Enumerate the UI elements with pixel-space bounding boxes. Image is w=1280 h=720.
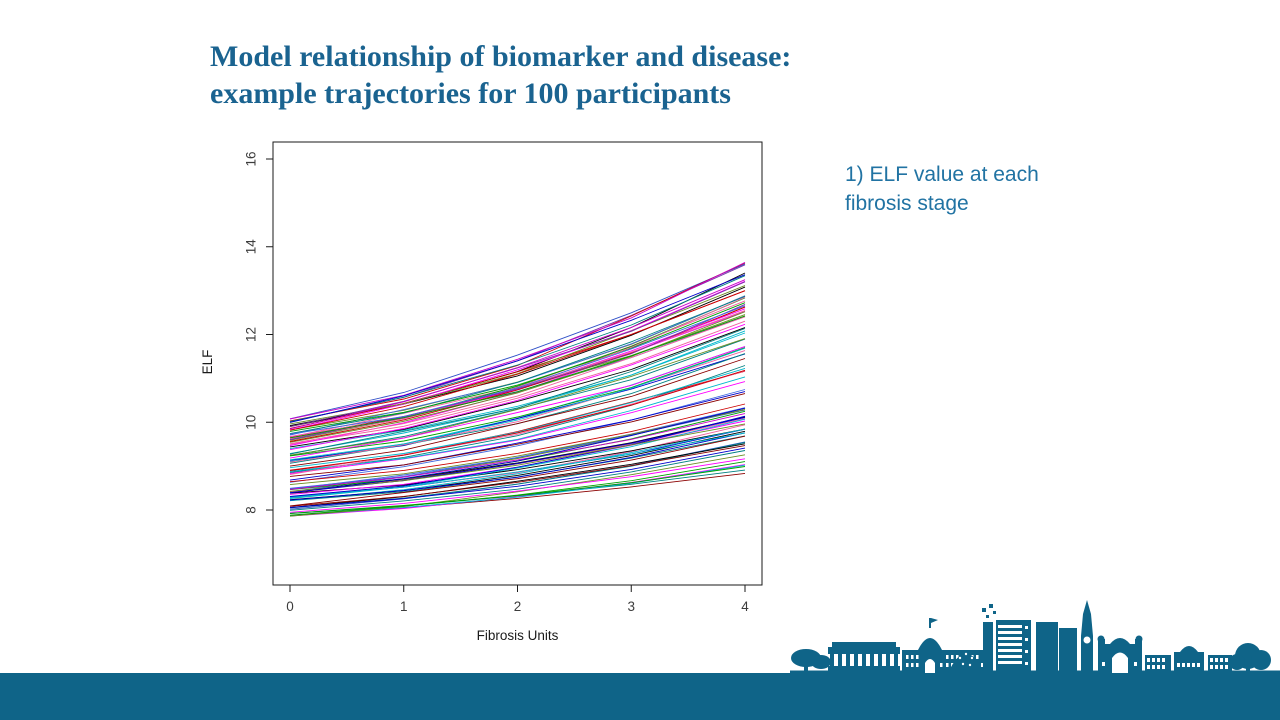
x-tick-label: 1 <box>400 599 408 614</box>
trajectory-line <box>289 323 746 451</box>
skyline-tree-right <box>1229 643 1271 673</box>
trajectory-line <box>289 369 746 471</box>
trajectory-line <box>289 389 746 483</box>
trajectory-line <box>289 316 746 445</box>
footer-bar <box>0 673 1280 720</box>
trajectory-line <box>289 466 746 514</box>
x-tick-label: 3 <box>627 599 635 614</box>
trajectory-line <box>289 350 746 463</box>
skyline-terrace-a <box>1145 655 1171 673</box>
trajectory-line <box>289 347 746 461</box>
skyline-pavilion <box>1174 646 1204 673</box>
skyline-terrace-b <box>1208 655 1232 673</box>
trajectory-line <box>289 261 746 420</box>
x-axis-label: Fibrosis Units <box>477 628 559 643</box>
trajectory-line <box>289 445 746 507</box>
trajectory-line <box>289 281 746 428</box>
trajectory-line <box>289 423 746 492</box>
trajectory-line <box>289 330 746 450</box>
skyline-chimney-tower <box>982 604 996 673</box>
x-tick-label: 2 <box>514 599 522 614</box>
x-tick-label: 0 <box>286 599 294 614</box>
trajectory-line <box>289 461 746 516</box>
trajectory-line <box>289 296 746 435</box>
trajectory-line <box>289 415 746 497</box>
trajectory-lines <box>289 261 746 517</box>
trajectory-line <box>289 458 746 513</box>
trajectory-line <box>289 370 746 476</box>
trajectory-line <box>289 376 746 472</box>
trajectory-line <box>289 464 746 517</box>
trajectory-line <box>289 381 746 474</box>
skyline-arched-hall <box>1097 635 1143 673</box>
y-tick-label: 10 <box>244 415 259 430</box>
trajectory-line <box>289 290 746 431</box>
trajectory-line <box>289 311 746 443</box>
y-tick-label: 12 <box>244 327 259 342</box>
trajectory-line <box>289 275 746 423</box>
skyline-tree-left <box>791 649 831 673</box>
trajectory-line <box>289 454 746 517</box>
trajectory-line <box>289 391 746 481</box>
slide-title-line1: Model relationship of biomarker and dise… <box>210 40 792 73</box>
elf-trajectory-chart: 0 1 2 3 4 8 10 12 14 16 Fibrosis Units ELF <box>195 130 785 670</box>
trajectory-line <box>289 432 746 499</box>
trajectory-line <box>289 320 746 445</box>
trajectory-line <box>289 443 746 509</box>
slide-title: Model relationship of biomarker and dise… <box>210 38 1030 112</box>
x-tick-label: 4 <box>741 599 749 614</box>
trajectory-line <box>289 435 746 507</box>
trajectory-line <box>289 315 746 439</box>
skyline-silhouette <box>790 600 1280 673</box>
trajectory-line <box>289 403 746 483</box>
skyline-town-hall <box>828 642 900 673</box>
trajectory-line <box>289 263 746 420</box>
trajectory-line <box>289 393 746 477</box>
y-tick-label: 8 <box>244 506 259 514</box>
y-tick-label: 16 <box>244 151 259 166</box>
trajectory-line <box>289 413 746 490</box>
y-axis-label: ELF <box>200 350 215 375</box>
trajectory-line <box>289 432 746 501</box>
trajectory-line <box>289 305 746 435</box>
trajectory-line <box>289 347 746 457</box>
slide-title-line2: example trajectories for 100 participant… <box>210 77 731 110</box>
trajectory-line <box>289 274 746 423</box>
skyline-selfridges-dome <box>948 645 984 673</box>
trajectory-line <box>289 328 746 455</box>
trajectory-line <box>289 447 746 508</box>
skyline-twin-towers <box>1036 622 1077 673</box>
trajectory-line <box>289 262 746 422</box>
skyline-clock-tower <box>1081 600 1093 673</box>
trajectory-line <box>289 306 746 442</box>
annotation-text: 1) ELF value at each fibrosis stage <box>845 163 1039 215</box>
trajectory-line <box>289 338 746 456</box>
trajectory-line <box>289 346 746 459</box>
city-skyline-graphic <box>790 600 1280 673</box>
trajectory-line <box>289 280 746 431</box>
trajectory-line <box>289 302 746 432</box>
trajectory-line <box>289 407 746 494</box>
trajectory-line <box>289 367 746 469</box>
y-tick-label: 14 <box>244 239 259 255</box>
trajectory-line <box>289 358 746 467</box>
skyline-office-block <box>996 620 1031 673</box>
plot-frame <box>272 141 763 586</box>
trajectory-line <box>289 450 746 511</box>
trajectory-line <box>289 279 746 430</box>
